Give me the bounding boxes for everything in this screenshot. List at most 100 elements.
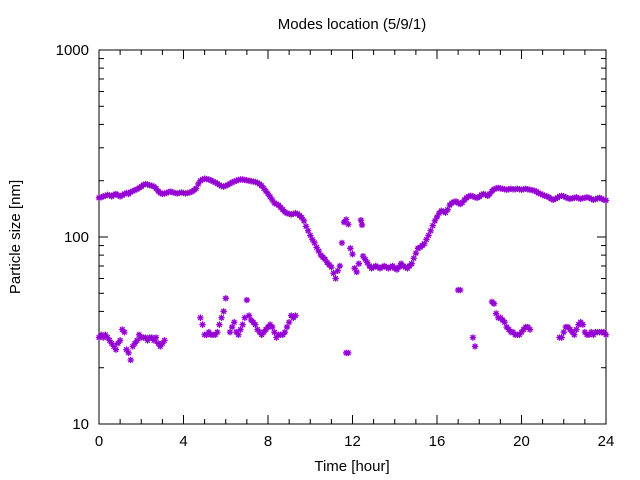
- data-point: [334, 267, 341, 274]
- data-point: [266, 193, 274, 201]
- data-point: [585, 194, 593, 202]
- x-tick-label: 24: [598, 433, 615, 450]
- data-point: [526, 326, 534, 333]
- data-point: [125, 349, 132, 357]
- data-point: [387, 263, 394, 271]
- data-point: [135, 331, 143, 338]
- data-point: [127, 188, 134, 196]
- data-point: [127, 356, 134, 364]
- data-point: [256, 328, 263, 336]
- data-point: [581, 328, 589, 336]
- data-point: [351, 265, 358, 272]
- data-point: [444, 206, 451, 213]
- data-point: [119, 326, 126, 333]
- data-point: [535, 189, 542, 197]
- data-point: [560, 328, 567, 336]
- data-point: [302, 223, 310, 230]
- data-point: [359, 252, 367, 260]
- data-point: [222, 295, 229, 302]
- data-point: [133, 337, 141, 344]
- data-point: [258, 182, 265, 189]
- data-point: [123, 189, 130, 197]
- data-point: [131, 186, 139, 194]
- data-point: [537, 190, 544, 198]
- data-point: [355, 260, 363, 267]
- data-point: [566, 326, 574, 333]
- data-point: [311, 239, 318, 247]
- data-point: [345, 221, 352, 228]
- data-point: [370, 263, 377, 271]
- data-point: [602, 331, 610, 338]
- data-point: [157, 189, 164, 197]
- data-point: [159, 340, 166, 347]
- data-point: [490, 186, 498, 193]
- data-point: [321, 256, 329, 263]
- data-point: [549, 196, 557, 204]
- data-point: [116, 337, 124, 344]
- data-point: [195, 180, 202, 188]
- data-point: [304, 227, 312, 234]
- data-point: [161, 337, 168, 344]
- data-point: [243, 296, 251, 304]
- data-point: [163, 189, 170, 197]
- data-point: [260, 185, 267, 192]
- data-point: [573, 326, 580, 333]
- data-point: [129, 187, 136, 195]
- data-point: [448, 199, 455, 207]
- chart-title: Modes location (5/9/1): [278, 16, 426, 33]
- x-tick-label: 8: [264, 433, 272, 450]
- data-point: [313, 244, 320, 251]
- tick-labels: 0 4 8 12 16 20 24 10 100 1000: [56, 42, 615, 450]
- data-point: [110, 343, 117, 350]
- axis-ticks: [98, 49, 607, 425]
- data-point: [252, 178, 259, 186]
- data-point: [429, 222, 436, 229]
- data-point: [279, 331, 286, 338]
- data-point: [412, 249, 420, 257]
- data-point: [144, 337, 151, 344]
- data-point: [454, 199, 462, 207]
- data-point: [152, 185, 160, 192]
- data-point: [231, 319, 238, 326]
- data-point: [239, 321, 246, 328]
- data-point: [380, 262, 388, 270]
- data-point: [361, 256, 369, 263]
- data-point: [211, 331, 219, 338]
- data-point: [457, 286, 464, 294]
- data-point: [121, 328, 128, 336]
- data-point: [600, 328, 608, 336]
- data-point: [309, 236, 316, 243]
- data-point: [106, 192, 113, 199]
- data-point: [199, 321, 206, 328]
- data-point: [110, 191, 117, 199]
- data-point: [372, 262, 379, 270]
- data-point: [104, 334, 111, 341]
- data-point: [209, 178, 217, 185]
- data-point: [307, 232, 314, 239]
- data-point: [199, 176, 206, 183]
- data-point: [442, 209, 449, 216]
- data-point: [197, 314, 204, 321]
- data-point: [186, 189, 194, 196]
- data-point: [97, 194, 105, 201]
- data-point: [596, 194, 603, 202]
- data-point: [235, 331, 242, 338]
- data-point: [332, 275, 339, 282]
- x-tick-label: 0: [95, 433, 103, 450]
- data-point: [543, 193, 551, 200]
- data-point: [588, 328, 595, 336]
- data-point: [473, 194, 481, 202]
- data-point: [469, 334, 477, 341]
- data-point: [102, 192, 109, 200]
- data-point: [108, 340, 115, 347]
- x-axis-label: Time [hour]: [314, 458, 389, 475]
- data-point: [569, 328, 576, 336]
- data-point: [228, 179, 236, 186]
- data-point: [598, 195, 605, 203]
- data-point: [112, 346, 120, 353]
- data-point: [148, 334, 156, 341]
- data-point: [590, 331, 597, 338]
- data-point: [271, 199, 278, 207]
- data-point: [142, 334, 149, 341]
